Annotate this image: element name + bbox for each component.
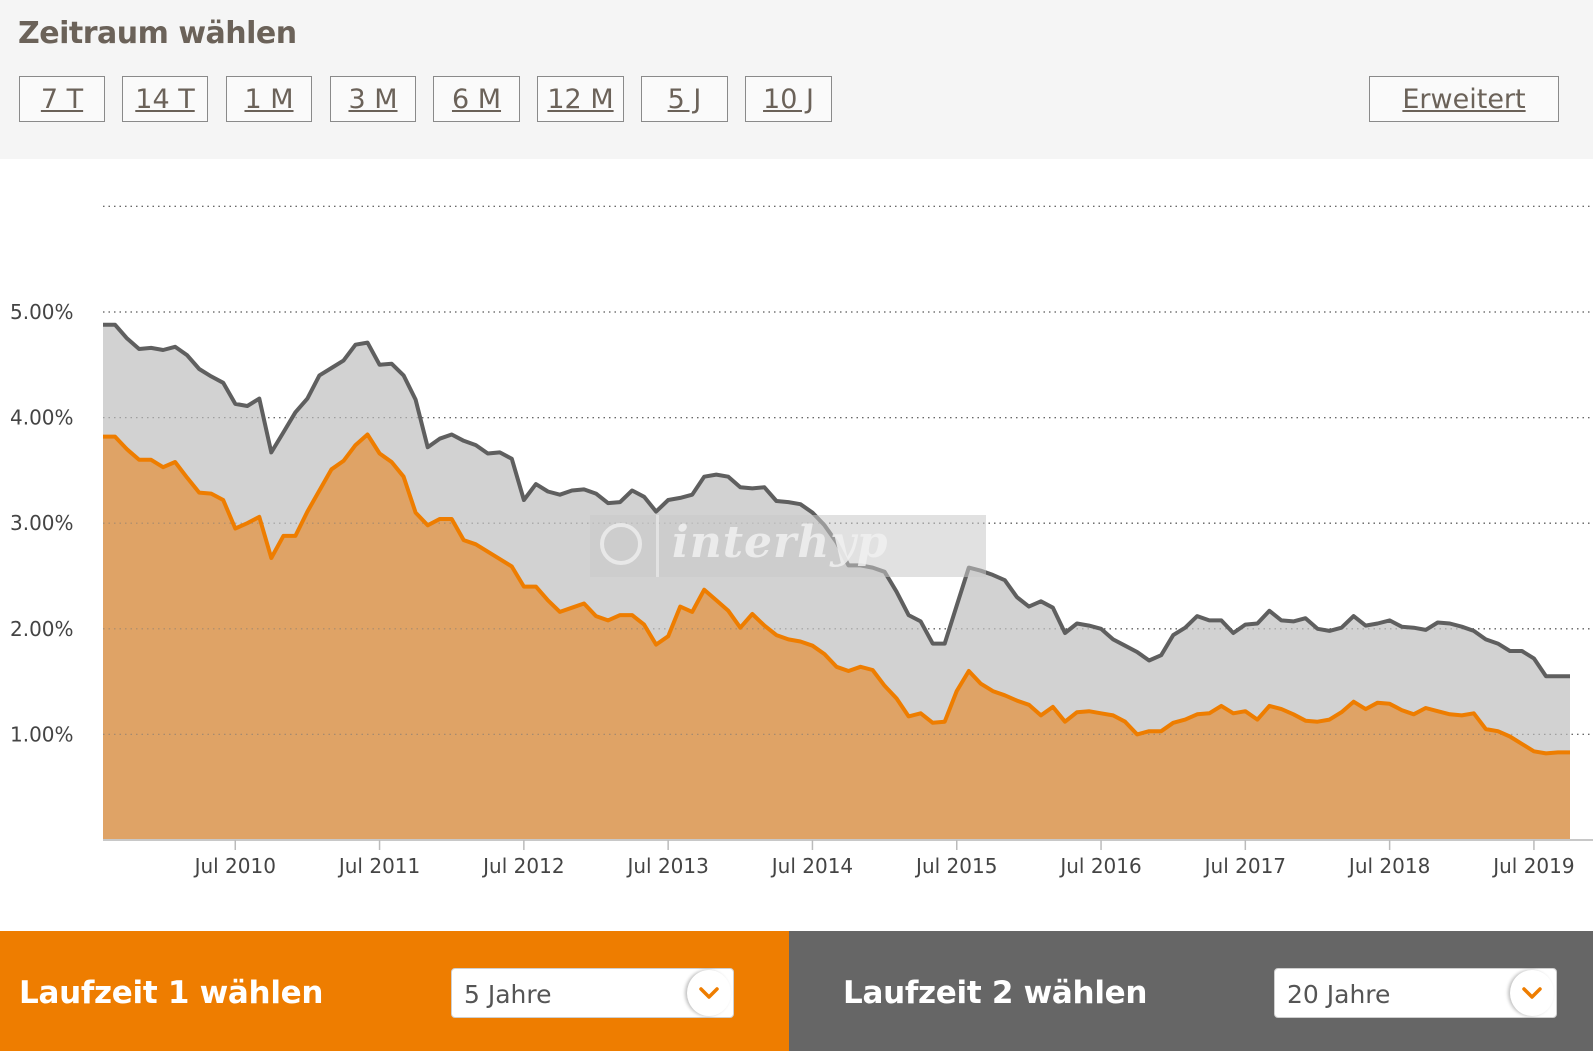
y-tick-label: 2.00% [10, 617, 74, 641]
x-tick-label: Jul 2010 [193, 854, 276, 878]
term-1-select[interactable]: 5 Jahre [451, 968, 734, 1018]
y-tick-label: 3.00% [10, 511, 74, 535]
chevron-down-icon[interactable] [687, 970, 731, 1016]
range-button-5j[interactable]: 5 J [641, 76, 728, 122]
y-tick-label: 5.00% [10, 300, 74, 324]
term-1-panel: Laufzeit 1 wählen 5 Jahre [0, 931, 789, 1051]
x-tick-label: Jul 2012 [481, 854, 564, 878]
series-1-area [103, 434, 1570, 840]
range-button-7t[interactable]: 7 T [19, 76, 105, 122]
range-button-6m[interactable]: 6 M [433, 76, 520, 122]
x-tick-label: Jul 2019 [1491, 854, 1574, 878]
panel-title: Zeitraum wählen [18, 16, 297, 51]
term-2-value: 20 Jahre [1287, 980, 1391, 1009]
range-button-12m[interactable]: 12 M [537, 76, 624, 122]
range-button-3m[interactable]: 3 M [330, 76, 416, 122]
x-tick-label: Jul 2014 [770, 854, 853, 878]
advanced-button[interactable]: Erweitert [1369, 76, 1559, 122]
y-tick-label: 1.00% [10, 722, 74, 746]
x-tick-label: Jul 2013 [625, 854, 708, 878]
range-button-14t[interactable]: 14 T [122, 76, 208, 122]
y-tick-label: 4.00% [10, 406, 74, 430]
x-tick-label: Jul 2011 [337, 854, 420, 878]
range-button-1m[interactable]: 1 M [226, 76, 312, 122]
x-tick-label: Jul 2018 [1347, 854, 1430, 878]
interest-rate-chart: 1.00% 2.00% 3.00% 4.00% 5.00% Jul 2010 Jul 201… [0, 159, 1593, 931]
term-1-value: 5 Jahre [464, 980, 552, 1009]
x-tick-label: Jul 2016 [1058, 854, 1141, 878]
watermark-logo-icon [600, 523, 642, 565]
term-2-label: Laufzeit 2 wählen [843, 975, 1148, 1011]
chart-canvas: 1.00% 2.00% 3.00% 4.00% 5.00% Jul 2010 Jul 201… [10, 205, 1593, 878]
watermark-text: interhyp [672, 517, 889, 568]
term-2-panel: Laufzeit 2 wählen 20 Jahre [789, 931, 1593, 1051]
chevron-down-icon[interactable] [1510, 970, 1554, 1016]
term-1-label: Laufzeit 1 wählen [19, 975, 324, 1011]
range-button-10j[interactable]: 10 J [745, 76, 832, 122]
x-tick-label: Jul 2017 [1203, 854, 1286, 878]
time-range-panel: Zeitraum wählen 7 T 14 T 1 M 3 M 6 M 12 … [0, 0, 1593, 159]
term-2-select[interactable]: 20 Jahre [1274, 968, 1557, 1018]
series-1-line [103, 432, 1570, 756]
interhyp-watermark: interhyp [590, 515, 986, 577]
x-tick-label: Jul 2015 [914, 854, 997, 878]
watermark-divider [656, 515, 659, 577]
